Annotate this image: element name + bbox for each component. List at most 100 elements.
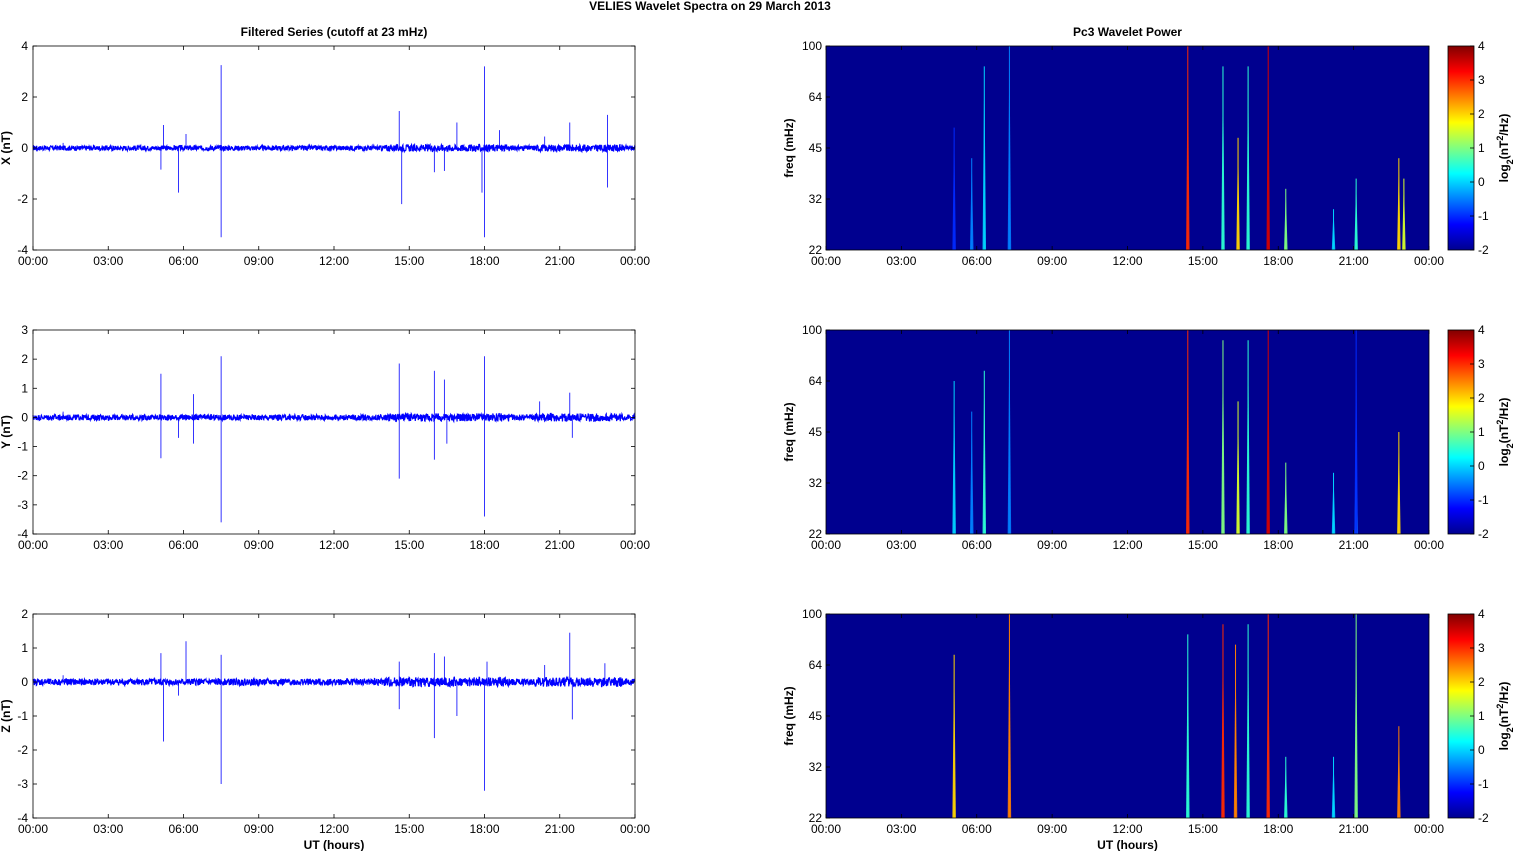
x-tick-label: 00:00	[1414, 538, 1444, 552]
colorbar-tick-label: 1	[1478, 709, 1485, 723]
colorbar-tick-label: -2	[1478, 811, 1489, 825]
x-tick-label: 12:00	[1112, 822, 1142, 836]
x-tick-label: 15:00	[1188, 822, 1218, 836]
y-tick-label: 22	[809, 811, 823, 825]
x-tick-label: 00:00	[1414, 254, 1444, 268]
x-tick-label: 18:00	[1263, 254, 1293, 268]
x-tick-label: 00:00	[1414, 822, 1444, 836]
x-tick-label: 15:00	[394, 538, 424, 552]
colorbar-tick-label: 0	[1478, 175, 1485, 189]
colorbar-tick-label: 1	[1478, 141, 1485, 155]
x-tick-label: 06:00	[962, 822, 992, 836]
colorbar: 4 3 2 1 0 -1 -2 log2(nT2/Hz)	[1447, 607, 1515, 825]
y-axis-label: Z (nT)	[0, 699, 13, 732]
x-tick-label: 00:00	[811, 538, 841, 552]
x-axis-label: UT (hours)	[304, 838, 365, 851]
x-tick-label: 00:00	[811, 822, 841, 836]
colorbar-tick-label: 4	[1478, 39, 1485, 53]
x-tick-label: 06:00	[168, 538, 198, 552]
y-tick-label: 45	[809, 425, 823, 439]
x-tick-label: 21:00	[545, 822, 575, 836]
colorbar-tick-label: 4	[1478, 607, 1485, 621]
page-title: VELIES Wavelet Spectra on 29 March 2013	[589, 0, 831, 13]
y-tick-label: 100	[802, 607, 822, 621]
x-tick-label: 21:00	[1339, 822, 1369, 836]
line-panel-z: 210-1-2-3-400:00 03:00 06:00 09:00 12:00 15:0…	[0, 607, 650, 851]
x-tick-label: 18:00	[469, 538, 499, 552]
colorbar-tick-label: 3	[1478, 357, 1485, 371]
y-tick-label: 64	[809, 374, 823, 388]
y-tick-label: 32	[809, 476, 823, 490]
x-tick-label: 09:00	[1037, 254, 1067, 268]
colorbar-tick-label: -1	[1478, 777, 1489, 791]
x-tick-label: 21:00	[545, 538, 575, 552]
y-tick-label: -2	[17, 192, 28, 206]
y-tick-label: 100	[802, 323, 822, 337]
x-tick-label: 09:00	[1037, 538, 1067, 552]
y-tick-label: 1	[21, 381, 28, 395]
x-tick-label: 18:00	[1263, 822, 1293, 836]
trace-line	[32, 411, 636, 424]
y-tick-label: -2	[17, 469, 28, 483]
y-tick-label: -4	[17, 527, 28, 541]
y-tick-label: 2	[21, 352, 28, 366]
x-tick-label: 12:00	[1112, 254, 1142, 268]
y-tick-label: 0	[21, 675, 28, 689]
x-tick-label: 06:00	[962, 538, 992, 552]
x-tick-label: 15:00	[1188, 538, 1218, 552]
colorbar-gradient	[1447, 613, 1475, 819]
y-tick-label: -4	[17, 243, 28, 257]
y-tick-label: 0	[21, 141, 28, 155]
x-tick-label: 00:00	[620, 254, 650, 268]
y-axis-label: Y (nT)	[0, 415, 13, 449]
x-tick-label: 03:00	[93, 254, 123, 268]
x-tick-label: 00:00	[18, 538, 48, 552]
x-tick-label: 09:00	[1037, 822, 1067, 836]
colorbar-tick-label: -1	[1478, 493, 1489, 507]
y-tick-label: -2	[17, 743, 28, 757]
x-tick-label: 03:00	[93, 538, 123, 552]
spectrogram-background	[826, 614, 1429, 818]
x-tick-label: 12:00	[319, 538, 349, 552]
colorbar: 4 3 2 1 0 -1 -2 log2(nT2/Hz)	[1447, 39, 1515, 257]
x-tick-label: 03:00	[886, 254, 916, 268]
colorbar-label: log2(nT2/Hz)	[1495, 682, 1515, 751]
x-axis-label: UT (hours)	[1097, 838, 1158, 851]
x-tick-label: 06:00	[168, 254, 198, 268]
x-tick-label: 18:00	[469, 822, 499, 836]
colorbar-tick-label: 3	[1478, 641, 1485, 655]
x-tick-label: 00:00	[18, 822, 48, 836]
colorbar-label: log2(nT2/Hz)	[1495, 114, 1515, 183]
colorbar-label: log2(nT2/Hz)	[1495, 398, 1515, 467]
colorbar-tick-label: 2	[1478, 675, 1485, 689]
x-tick-label: 03:00	[886, 822, 916, 836]
y-tick-label: -3	[17, 777, 28, 791]
y-tick-label: 45	[809, 709, 823, 723]
x-tick-label: 15:00	[1188, 254, 1218, 268]
panels: 420-2-400:00 03:00 06:00 09:00 12:00 15:00 18:…	[0, 25, 1515, 851]
y-tick-label: 32	[809, 760, 823, 774]
x-tick-label: 06:00	[168, 822, 198, 836]
colorbar-gradient	[1447, 329, 1475, 535]
x-tick-label: 21:00	[1339, 538, 1369, 552]
colorbar: 4 3 2 1 0 -1 -2 log2(nT2/Hz)	[1447, 323, 1515, 541]
x-tick-label: 09:00	[244, 822, 274, 836]
colorbar-tick-label: 2	[1478, 107, 1485, 121]
y-tick-label: 2	[21, 607, 28, 621]
spectrogram-background	[826, 46, 1429, 250]
panel-title: Filtered Series (cutoff at 23 mHz)	[241, 25, 428, 39]
y-axis-label: freq (mHz)	[782, 118, 796, 177]
x-tick-label: 12:00	[1112, 538, 1142, 552]
plot-area	[33, 330, 635, 534]
x-tick-label: 06:00	[962, 254, 992, 268]
colorbar-tick-label: 2	[1478, 391, 1485, 405]
y-tick-label: 1	[21, 641, 28, 655]
spectrogram-background	[826, 330, 1429, 534]
panel-title: Pc3 Wavelet Power	[1073, 25, 1182, 39]
x-tick-label: 03:00	[93, 822, 123, 836]
y-tick-label: 22	[809, 527, 823, 541]
y-tick-label: 0	[21, 410, 28, 424]
y-tick-label: -1	[17, 440, 28, 454]
